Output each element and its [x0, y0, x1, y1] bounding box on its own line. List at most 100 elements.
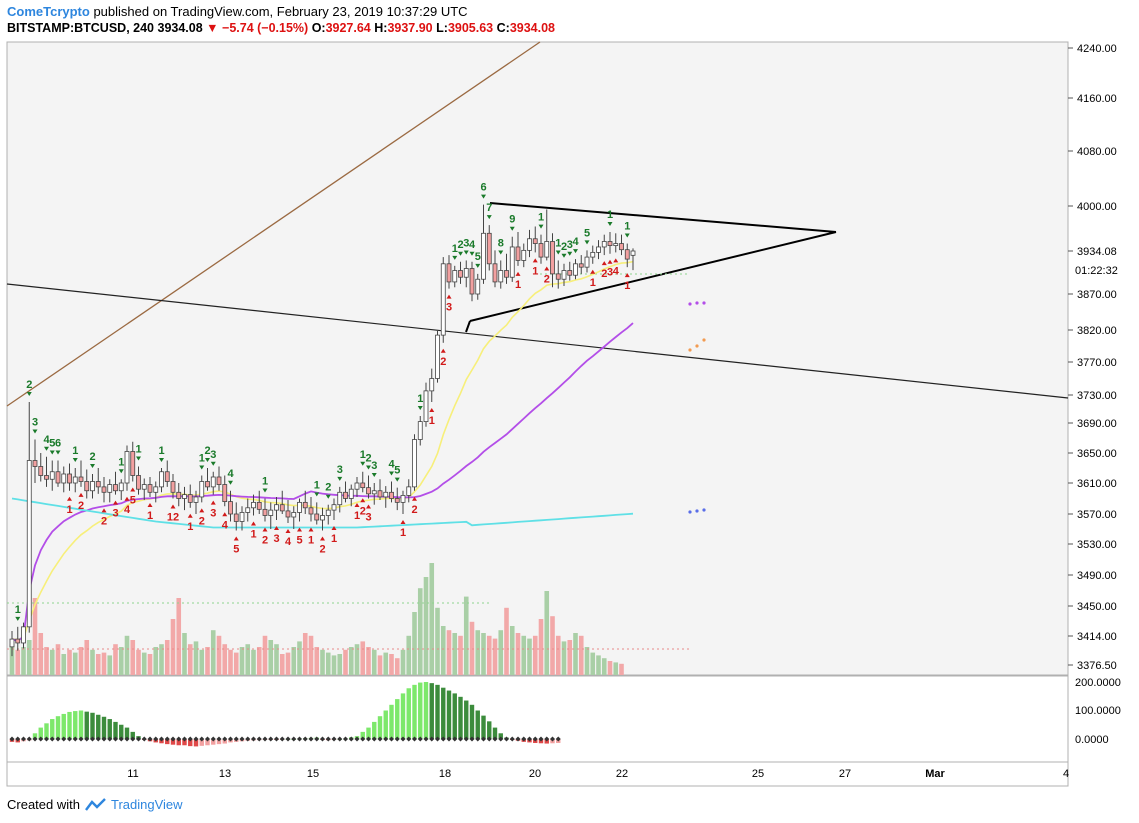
oscillator-zero-marker: [95, 736, 101, 742]
oscillator-zero-marker: [164, 736, 170, 742]
oscillator-zero-marker: [101, 736, 107, 742]
oscillator-bar: [487, 721, 492, 739]
td-setup-label: 3: [371, 460, 377, 472]
td-down-label: 5: [233, 544, 239, 556]
volume-bar: [32, 598, 38, 675]
td-setup-arrow: [371, 473, 377, 477]
td-down-label: 2: [411, 504, 417, 516]
oscillator-bar: [124, 727, 130, 739]
oscillator-zero-marker: [377, 736, 383, 742]
volume-bar: [308, 635, 314, 675]
oscillator-zero-marker: [532, 736, 538, 742]
candle-body: [153, 486, 159, 493]
volume-bar: [279, 654, 285, 675]
td-setup-label: 3: [210, 449, 216, 461]
volume-bar: [435, 607, 440, 675]
oscillator-bar: [446, 690, 452, 739]
td-down-arrow: [446, 294, 452, 299]
time-tick-label: 25: [752, 768, 764, 780]
candle-body: [383, 491, 389, 498]
td-down-arrow: [366, 504, 371, 509]
volume-bar: [601, 658, 607, 675]
volume-bar: [170, 619, 176, 675]
candle-body: [228, 501, 233, 515]
candle-body: [607, 241, 613, 246]
td-down-arrow: [222, 512, 228, 517]
projection-dot: [702, 338, 706, 342]
close-label: C:: [496, 21, 510, 35]
projection-dot: [688, 302, 692, 306]
candle-body: [279, 504, 285, 512]
volume-bar: [256, 647, 262, 675]
oscillator-zero-marker: [107, 736, 113, 742]
oscillator-bar: [113, 721, 118, 739]
volume-bar: [406, 635, 412, 675]
oscillator-zero-marker: [245, 736, 251, 742]
triangle-lower-line: [469, 231, 837, 322]
symbol-legend: BITSTAMP:BTCUSD, 240 3934.08 ▼ −5.74 (−0…: [7, 21, 555, 35]
low-label: L:: [436, 21, 448, 35]
candle-body: [239, 512, 245, 522]
oscillator-zero-marker: [205, 736, 210, 742]
volume-bar: [366, 647, 371, 675]
td-setup-arrow: [337, 476, 343, 481]
oscillator-zero-marker: [389, 736, 394, 742]
td-setup-label: 2: [365, 453, 371, 465]
candle-body: [205, 481, 210, 488]
triangle-base-tick: [465, 320, 471, 333]
oscillator-zero-marker: [141, 736, 147, 742]
publisher-name[interactable]: ComeTcrypto: [7, 4, 90, 19]
tradingview-brand[interactable]: TradingView: [110, 797, 183, 812]
oscillator-zero-marker: [429, 736, 435, 742]
volume-bar: [61, 654, 67, 675]
volume-bar: [492, 638, 498, 675]
td-setup-arrow: [498, 250, 504, 255]
td-down-arrow: [67, 496, 72, 501]
volume-bar: [515, 633, 521, 675]
candle-body: [61, 473, 67, 484]
published-text: published on TradingView.com, February 2…: [93, 4, 468, 19]
candle-body: [325, 509, 331, 516]
td-setup-label: 4: [469, 239, 476, 251]
volume-bar: [302, 633, 308, 675]
price-tick-label: 3414.00: [1077, 631, 1117, 643]
price-tick-label: 3820.00: [1077, 325, 1117, 337]
oscillator-bar: [366, 727, 371, 739]
oscillator-bar: [412, 684, 417, 739]
oscillator-zero-marker: [38, 736, 44, 742]
oscillator-bar: [441, 687, 446, 739]
volume-bar: [613, 662, 619, 675]
td-setup-arrow: [325, 494, 331, 499]
price-tick-label: 3770.00: [1077, 357, 1117, 369]
volume-bar: [578, 635, 584, 675]
td-setup-arrow: [567, 251, 573, 256]
td-down-arrow: [532, 258, 538, 263]
td-down-label: 1: [331, 533, 337, 545]
volume-bar: [596, 655, 601, 675]
td-down-label: 1: [354, 510, 360, 522]
td-down-arrow: [262, 527, 268, 532]
volume-bar: [268, 640, 274, 675]
created-with-text: Created with: [7, 797, 80, 812]
volume-bar: [555, 635, 561, 675]
candle-body: [268, 509, 274, 516]
volume-bar: [607, 661, 613, 675]
volume-bar: [159, 644, 164, 675]
td-setup-arrow: [15, 616, 21, 621]
oscillator-zero-marker: [481, 736, 486, 742]
td-setup-arrow: [90, 464, 95, 468]
td-down-arrow: [78, 492, 84, 497]
candle-body: [578, 263, 584, 268]
volume-bar: [216, 635, 222, 675]
volume-bar: [521, 635, 527, 675]
price-tick-label: 4000.00: [1077, 201, 1117, 213]
volume-bar: [239, 647, 245, 675]
candle-body: [630, 250, 636, 256]
volume-bar: [84, 640, 90, 675]
candle-body: [624, 249, 630, 260]
candle-body: [38, 466, 44, 476]
oscillator-bar: [481, 715, 486, 739]
oscillator-bar: [67, 711, 72, 739]
oscillator-zero-marker: [550, 736, 555, 742]
